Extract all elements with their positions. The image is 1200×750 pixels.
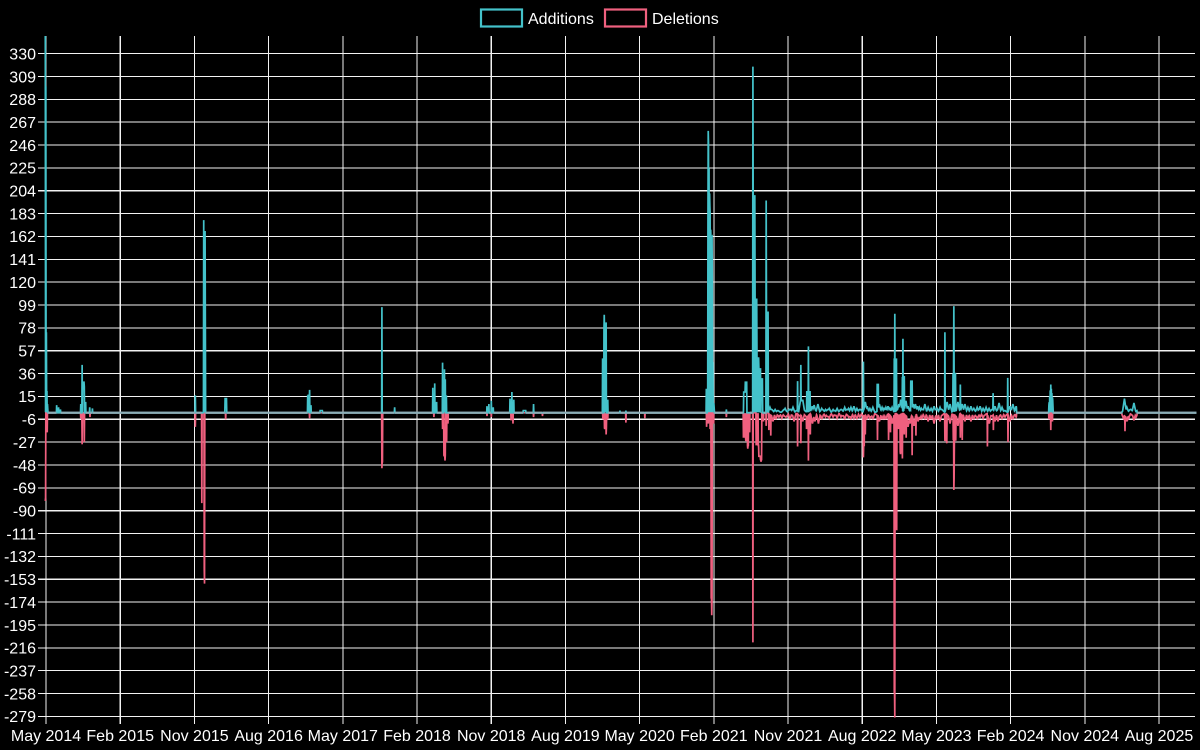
svg-text:141: 141 [9, 252, 36, 269]
svg-text:-195: -195 [4, 618, 36, 635]
svg-text:57: 57 [18, 344, 36, 361]
svg-text:-48: -48 [13, 458, 36, 475]
svg-text:225: 225 [9, 161, 36, 178]
svg-text:Nov 2021: Nov 2021 [754, 728, 823, 745]
svg-text:Aug 2016: Aug 2016 [234, 728, 303, 745]
svg-text:162: 162 [9, 229, 36, 246]
svg-text:120: 120 [9, 275, 36, 292]
svg-text:-174: -174 [4, 595, 36, 612]
svg-text:-279: -279 [4, 709, 36, 726]
svg-text:330: 330 [9, 46, 36, 63]
svg-text:-216: -216 [4, 641, 36, 658]
svg-text:Nov 2015: Nov 2015 [160, 728, 229, 745]
svg-text:-90: -90 [13, 504, 36, 521]
svg-text:May 2020: May 2020 [604, 728, 674, 745]
svg-text:Aug 2022: Aug 2022 [828, 728, 897, 745]
svg-text:Feb 2021: Feb 2021 [680, 728, 748, 745]
svg-text:May 2014: May 2014 [11, 728, 81, 745]
svg-text:99: 99 [18, 298, 36, 315]
svg-text:-237: -237 [4, 664, 36, 681]
svg-text:-258: -258 [4, 686, 36, 703]
svg-text:36: 36 [18, 366, 36, 383]
svg-text:288: 288 [9, 92, 36, 109]
svg-text:183: 183 [9, 206, 36, 223]
svg-text:246: 246 [9, 138, 36, 155]
svg-text:78: 78 [18, 321, 36, 338]
svg-text:Additions: Additions [528, 11, 594, 28]
svg-text:Nov 2018: Nov 2018 [457, 728, 526, 745]
svg-text:15: 15 [18, 389, 36, 406]
svg-text:Nov 2024: Nov 2024 [1051, 728, 1120, 745]
svg-text:-69: -69 [13, 481, 36, 498]
svg-text:-153: -153 [4, 572, 36, 589]
svg-text:May 2023: May 2023 [901, 728, 971, 745]
svg-text:Feb 2018: Feb 2018 [383, 728, 451, 745]
svg-text:-111: -111 [6, 526, 36, 543]
svg-text:-6: -6 [22, 412, 36, 429]
svg-text:May 2017: May 2017 [308, 728, 378, 745]
svg-text:-27: -27 [13, 435, 36, 452]
svg-text:309: 309 [9, 69, 36, 86]
svg-text:Aug 2025: Aug 2025 [1125, 728, 1194, 745]
svg-text:-132: -132 [4, 549, 36, 566]
svg-text:Feb 2015: Feb 2015 [86, 728, 154, 745]
svg-text:Deletions: Deletions [652, 11, 719, 28]
svg-text:Aug 2019: Aug 2019 [531, 728, 600, 745]
svg-text:267: 267 [9, 115, 36, 132]
svg-text:Feb 2024: Feb 2024 [977, 728, 1045, 745]
svg-text:204: 204 [9, 184, 36, 201]
